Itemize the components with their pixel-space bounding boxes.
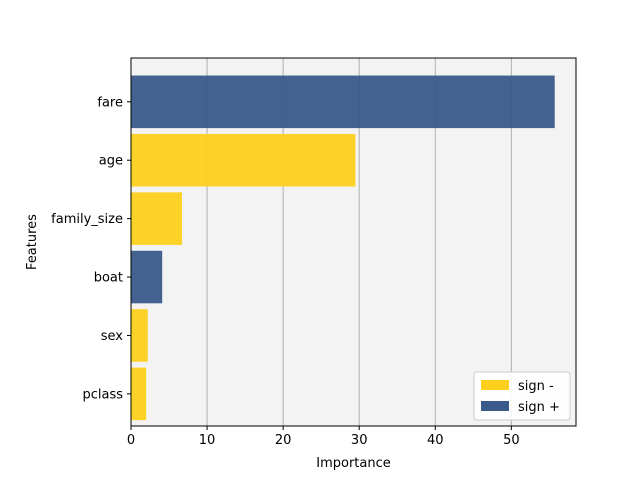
bar-boat xyxy=(131,250,163,304)
y-tick-label-age: age xyxy=(99,154,123,169)
legend-label-sign-positive: sign + xyxy=(518,400,560,415)
x-tick-label-10: 10 xyxy=(199,433,216,448)
x-tick-label-20: 20 xyxy=(275,433,292,448)
x-tick-label-30: 30 xyxy=(351,433,368,448)
x-tick-label-0: 0 xyxy=(127,433,135,448)
legend: sign - sign + xyxy=(473,371,571,421)
bars xyxy=(131,75,555,421)
bar-pclass xyxy=(131,367,147,421)
bar-sex xyxy=(131,309,148,362)
y-tick-label-sex: sex xyxy=(101,329,124,344)
legend-label-sign-negative: sign - xyxy=(518,379,554,394)
y-tick-label-fare: fare xyxy=(97,95,123,110)
x-tick-label-40: 40 xyxy=(427,433,444,448)
y-tick-label-boat: boat xyxy=(94,271,123,286)
bar-age xyxy=(131,133,356,187)
x-tick-label-50: 50 xyxy=(503,433,520,448)
y-axis-label: Features xyxy=(25,214,40,270)
x-axis-label: Importance xyxy=(316,456,391,471)
y-tick-label-family-size: family_size xyxy=(51,212,123,227)
bar-fare xyxy=(131,75,555,129)
plot-frame xyxy=(130,57,577,427)
legend-swatch-sign-positive xyxy=(481,401,509,411)
bar-family-size xyxy=(131,192,182,245)
y-tick-label-pclass: pclass xyxy=(82,387,123,402)
legend-swatch-sign-negative xyxy=(481,380,509,390)
x-ticks: 0 10 20 30 40 50 xyxy=(127,426,520,448)
